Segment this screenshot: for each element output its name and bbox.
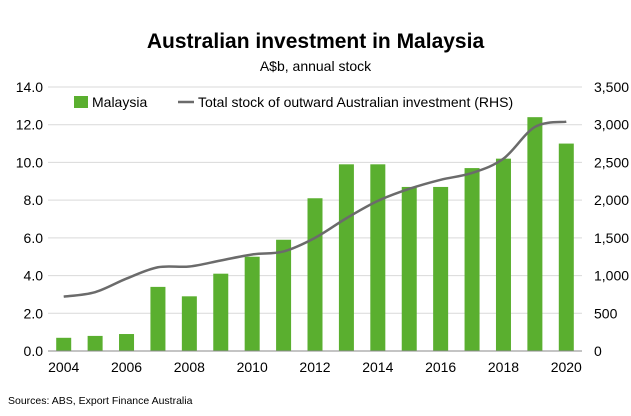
right-tick-label: 2,500	[594, 154, 629, 170]
bar-2018	[495, 158, 511, 351]
line-series	[63, 120, 567, 298]
bar-2014	[370, 164, 386, 351]
right-tick-label: 1,000	[594, 268, 629, 284]
left-tick-label: 12.0	[16, 117, 43, 133]
right-axis-ticks: 0 500 1,000 1,500 2,000 2,500 3,000 3,500	[594, 79, 629, 359]
source-note: Sources: ABS, Export Finance Australia	[8, 395, 193, 407]
right-tick-label: 0	[594, 343, 602, 359]
x-tick-label: 2008	[174, 359, 205, 375]
bar-2016	[433, 186, 449, 351]
bar-series	[56, 117, 574, 352]
x-tick-label: 2014	[362, 359, 393, 375]
bar-2010	[244, 256, 260, 351]
right-tick-label: 3,000	[594, 117, 629, 133]
x-tick-label: 2018	[488, 359, 519, 375]
legend-swatch-malaysia	[74, 96, 88, 108]
bar-2005	[87, 335, 103, 351]
legend-label-total-stock: Total stock of outward Australian invest…	[198, 94, 513, 110]
left-tick-label: 14.0	[16, 79, 43, 95]
x-tick-label: 2006	[111, 359, 142, 375]
chart-subtitle: A$b, annual stock	[259, 58, 372, 74]
left-tick-label: 4.0	[24, 268, 44, 284]
right-tick-label: 1,500	[594, 230, 629, 246]
bar-2007	[150, 286, 166, 351]
bar-2011	[276, 239, 292, 351]
legend: Malaysia Total stock of outward Australi…	[74, 94, 513, 110]
legend-label-malaysia: Malaysia	[92, 94, 147, 110]
left-tick-label: 10.0	[16, 154, 43, 170]
bar-2013	[338, 164, 354, 351]
chart-title: Australian investment in Malaysia	[146, 30, 485, 53]
left-tick-label: 6.0	[24, 230, 44, 246]
bar-2006	[119, 334, 135, 351]
bar-2009	[213, 273, 229, 351]
total-stock-line	[63, 120, 567, 298]
left-tick-label: 2.0	[24, 305, 44, 321]
x-tick-label: 2020	[551, 359, 582, 375]
bar-2019	[527, 117, 543, 352]
bar-2015	[401, 186, 417, 351]
right-tick-label: 3,500	[594, 79, 629, 95]
x-tick-label: 2016	[425, 359, 456, 375]
right-tick-label: 500	[594, 305, 618, 321]
left-tick-label: 0.0	[24, 343, 44, 359]
bar-2012	[307, 198, 323, 351]
x-tick-label: 2012	[299, 359, 330, 375]
left-tick-label: 8.0	[24, 192, 44, 208]
right-tick-label: 2,000	[594, 192, 629, 208]
bar-2017	[464, 168, 480, 351]
bar-2004	[56, 337, 72, 351]
x-tick-label: 2010	[237, 359, 268, 375]
x-axis-ticks: 2004 2006 2008 2010 2012 2014 2016 2018 2020	[48, 359, 582, 375]
x-tick-label: 2004	[48, 359, 79, 375]
bar-2020	[558, 143, 574, 351]
bar-2008	[181, 296, 197, 351]
left-axis-ticks: 0.0 2.0 4.0 6.0 8.0 10.0 12.0 14.0	[16, 79, 43, 359]
